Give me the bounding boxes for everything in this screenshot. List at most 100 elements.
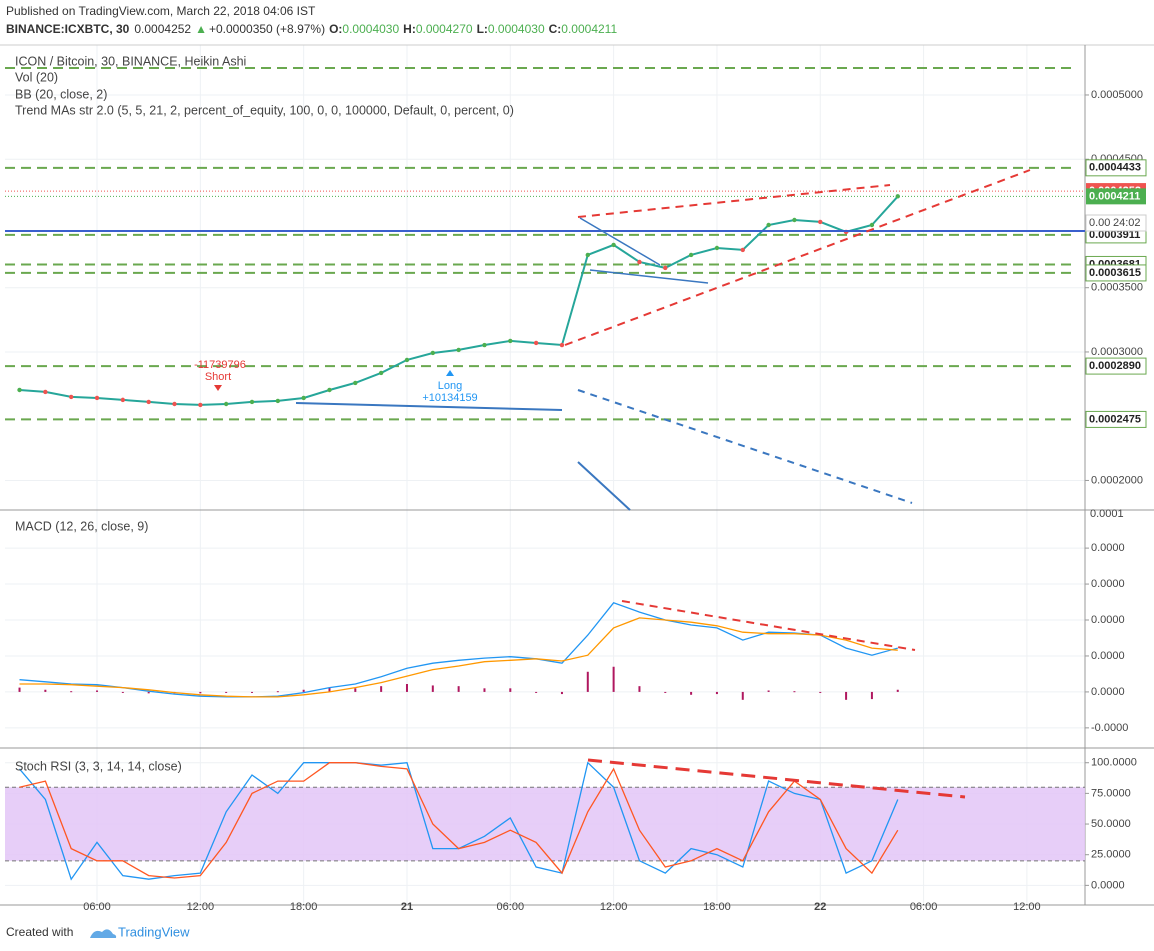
footer-text: Created with: [6, 925, 73, 939]
price-point: [249, 399, 255, 405]
x-tick-label: 06:00: [83, 901, 111, 913]
histogram-bar: [96, 690, 99, 692]
price-point: [327, 387, 332, 393]
arrow: ▲: [195, 22, 207, 36]
price-point: [508, 338, 513, 344]
countdown-tag: [1085, 214, 1147, 232]
level-tag: [1085, 159, 1147, 177]
price-point: [120, 397, 126, 403]
y-tick-label: 75.0000: [1091, 787, 1131, 799]
price-point: [611, 242, 616, 248]
histogram-bar: [276, 691, 279, 693]
price-point: [533, 340, 539, 346]
histogram-bar: [845, 691, 848, 700]
chart-title: Stoch RSI (3, 3, 14, 14, close): [15, 759, 182, 773]
ohlc-value: 0.0004211: [561, 22, 617, 36]
countdown-price: 0.00: [1089, 217, 1110, 229]
histogram-bar: [405, 684, 408, 692]
price-point: [172, 401, 177, 407]
cut-label: 0.0001: [1090, 508, 1124, 520]
grid: [5, 45, 1085, 905]
indicator: Trend MAs str 2.0 (5, 5, 21, 2, percent_…: [15, 103, 514, 117]
last: 0.0004252: [134, 22, 191, 36]
price-point: [94, 395, 100, 401]
ohlc-label: O:: [329, 22, 342, 36]
histogram-bar: [715, 691, 718, 695]
level-tag: [1085, 264, 1147, 282]
histogram-bar: [483, 688, 486, 692]
line: [19, 762, 899, 879]
price-point: [223, 401, 229, 407]
plot: [5, 66, 1085, 881]
x-tick-label: 12:00: [187, 901, 215, 913]
histogram-bar: [431, 685, 434, 692]
x-tick-label: 06:00: [910, 901, 938, 913]
histogram-bar: [767, 690, 770, 692]
trend-line: [621, 600, 916, 651]
y-tick-label: 0.0003500: [1091, 282, 1143, 294]
footer-brand[interactable]: TradingView: [118, 924, 190, 939]
ohlc-value: 0.0004030: [488, 22, 545, 36]
annotation: Short: [205, 371, 231, 383]
histogram-bar: [896, 689, 899, 692]
ohlc-value: 0.0004270: [416, 22, 473, 36]
level-tag: [1085, 410, 1147, 428]
price-point: [663, 265, 668, 271]
y-tick-label: 25.0000: [1091, 849, 1131, 861]
price-point: [404, 357, 410, 363]
axis: 06:00 12:00 18:00 21 06:00 12:00 18:00 22 06:00 1…: [83, 89, 1147, 913]
histogram-bar: [664, 691, 667, 693]
histogram-bar: [560, 691, 563, 695]
y-tick-label: 0.0003000: [1091, 346, 1143, 358]
y-tick-label: -0.0000: [1091, 722, 1128, 734]
level-label: 0.0002475: [1089, 413, 1141, 425]
level-label: 0.0003911: [1089, 229, 1140, 241]
histogram-bar: [328, 687, 331, 692]
price-point: [559, 342, 565, 348]
indicator: BB (20, close, 2): [15, 87, 107, 101]
histogram-bar: [44, 689, 47, 692]
price-point: [482, 342, 487, 348]
histogram-bar: [535, 691, 538, 693]
price-point: [146, 399, 151, 405]
line: [19, 602, 898, 698]
y-tick-label: 0.0000: [1091, 614, 1125, 626]
level-label: 0.0002890: [1089, 360, 1141, 372]
histogram-bar: [612, 666, 615, 692]
price-point: [275, 398, 281, 404]
trend-line: [579, 217, 661, 266]
trend-line: [577, 184, 891, 218]
price-tag: [1086, 188, 1146, 205]
x-tick-label: 12:00: [1013, 901, 1041, 913]
ohlc-label: L:: [477, 22, 488, 36]
annotation: Long: [438, 380, 462, 392]
x-tick-label: 22: [814, 901, 826, 913]
level-label: 0.0004433: [1089, 162, 1141, 174]
change: +0.0000350 (+8.97%): [209, 22, 325, 36]
annotation: +10134159: [422, 392, 477, 404]
countdown-time: 24:02: [1113, 217, 1141, 229]
histogram-bar: [741, 691, 744, 700]
price-point: [456, 347, 461, 353]
histogram-bar: [225, 691, 228, 693]
logo: [90, 929, 117, 938]
histogram-bar: [18, 687, 21, 692]
y-tick-label: 0.0000: [1091, 650, 1125, 662]
y-tick-label: 0.0000: [1091, 578, 1125, 590]
y-tick-label: 0.0000: [1091, 686, 1125, 698]
price-point: [740, 247, 745, 253]
price-point: [43, 389, 48, 395]
chart-title: MACD (12, 26, close, 9): [15, 519, 148, 533]
y-tick-label: 0.0005000: [1091, 89, 1143, 101]
histogram-bar: [147, 691, 150, 694]
symbol: BINANCE:ICXBTC, 30: [6, 22, 130, 36]
price-point: [818, 219, 823, 225]
histogram-bar: [199, 691, 202, 694]
price-point: [17, 387, 22, 393]
price-point: [792, 217, 797, 223]
x-tick-label: 18:00: [703, 901, 731, 913]
line: [19, 617, 898, 698]
price-point: [378, 370, 384, 376]
published: Published on TradingView.com, March 22, …: [6, 4, 316, 18]
